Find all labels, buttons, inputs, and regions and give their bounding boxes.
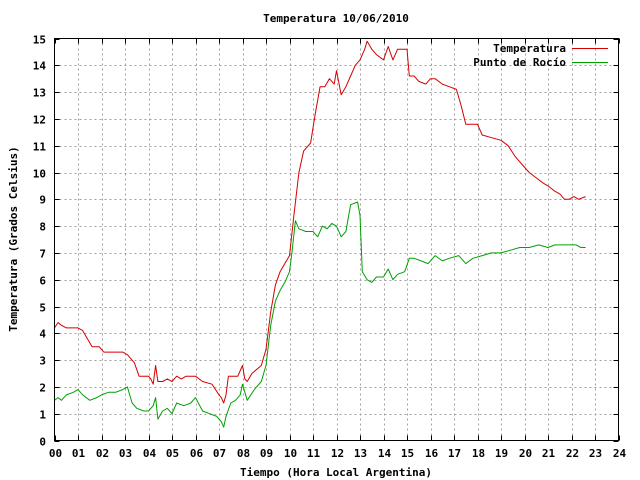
x-tick-label: 12 — [331, 447, 344, 460]
legend-label-punto-de-rocio: Punto de Rocío — [473, 56, 566, 69]
y-tick-label: 15 — [33, 34, 46, 47]
x-tick-label: 04 — [143, 447, 157, 460]
y-tick-label: 11 — [33, 141, 47, 154]
plot-frame — [54, 38, 619, 441]
x-tick-label: 11 — [307, 447, 321, 460]
series-line-punto-de-rocio — [54, 201, 586, 428]
y-tick-label: 1 — [39, 409, 46, 422]
x-tick-label: 19 — [495, 447, 508, 460]
x-tick-label: 23 — [589, 447, 602, 460]
y-tick-label: 0 — [39, 436, 46, 449]
tick-marks — [54, 38, 620, 442]
y-tick-label: 14 — [33, 60, 47, 73]
x-tick-label: 01 — [72, 447, 86, 460]
x-axis-label: Tiempo (Hora Local Argentina) — [240, 466, 432, 479]
x-tick-label: 09 — [260, 447, 273, 460]
x-tick-label: 20 — [519, 447, 532, 460]
y-tick-label: 6 — [39, 275, 46, 288]
y-tick-label: 4 — [39, 328, 46, 341]
y-tick-label: 10 — [33, 168, 46, 181]
legend-label-temperatura: Temperatura — [493, 42, 566, 55]
grid — [54, 38, 619, 441]
y-tick-label: 7 — [39, 248, 46, 261]
y-tick-label: 9 — [39, 194, 46, 207]
x-tick-label: 17 — [448, 447, 461, 460]
y-tick-label: 3 — [39, 355, 46, 368]
x-tick-label: 16 — [425, 447, 439, 460]
x-tick-labels: 00 01 02 03 04 05 06 07 08 09 10 11 12 13 14 15 16 17 18 19… — [49, 447, 627, 460]
y-tick-label: 12 — [33, 114, 46, 127]
x-tick-label: 05 — [166, 447, 179, 460]
x-tick-label: 14 — [378, 447, 392, 460]
y-tick-label: 2 — [39, 382, 46, 395]
x-tick-label: 18 — [472, 447, 485, 460]
chart-title: Temperatura 10/06/2010 — [263, 12, 409, 25]
y-tick-label: 8 — [39, 221, 46, 234]
y-tick-label: 5 — [39, 302, 46, 315]
x-tick-label: 08 — [237, 447, 250, 460]
x-tick-label: 07 — [213, 447, 226, 460]
x-tick-label: 10 — [284, 447, 297, 460]
x-tick-label: 15 — [401, 447, 414, 460]
x-tick-label: 00 — [49, 447, 62, 460]
series-line-temperatura — [54, 40, 586, 404]
legend: Temperatura Punto de Rocío — [473, 42, 608, 69]
x-tick-label: 13 — [354, 447, 367, 460]
x-tick-label: 22 — [566, 447, 579, 460]
x-tick-label: 02 — [96, 447, 109, 460]
y-axis-label: Temperatura (Grados Celsius) — [7, 146, 20, 331]
x-tick-label: 06 — [190, 447, 204, 460]
y-tick-label: 13 — [33, 87, 46, 100]
series-group — [54, 40, 586, 428]
x-tick-label: 03 — [119, 447, 132, 460]
x-tick-label: 21 — [542, 447, 556, 460]
x-tick-label: 24 — [613, 447, 627, 460]
